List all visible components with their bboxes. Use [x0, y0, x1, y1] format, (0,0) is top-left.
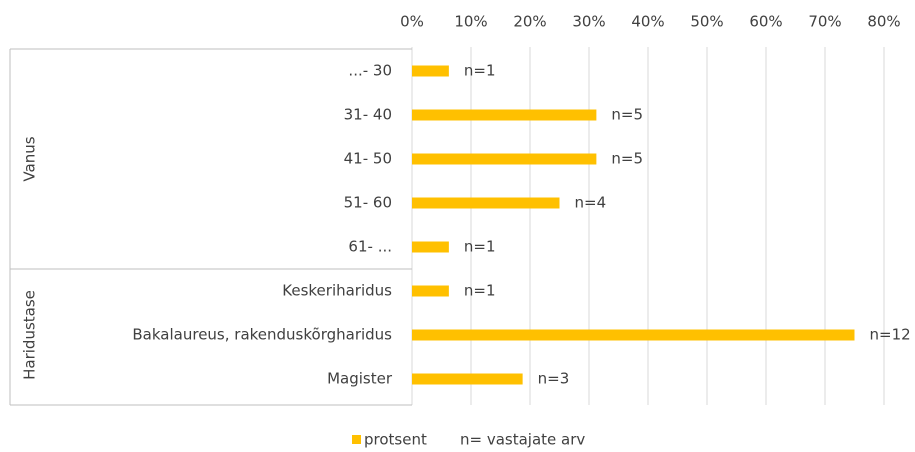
- bar: [412, 197, 560, 209]
- bar-annotation: n=1: [464, 62, 496, 80]
- x-tick-label: 70%: [808, 13, 841, 31]
- y-tick-label: Keskeriharidus: [282, 282, 392, 300]
- x-tick-label: 10%: [454, 13, 487, 31]
- group-label: Haridustase: [21, 290, 39, 380]
- legend-swatch: [352, 435, 361, 444]
- x-tick-label: 0%: [400, 13, 424, 31]
- y-tick-label: 61- ...: [348, 238, 392, 256]
- bar: [412, 329, 855, 341]
- bar: [412, 373, 523, 385]
- group-label: Vanus: [21, 136, 39, 181]
- x-tick-label: 30%: [572, 13, 605, 31]
- y-tick-label: ...- 30: [348, 62, 392, 80]
- legend-note: n= vastajate arv: [460, 431, 585, 449]
- bar-annotation: n=12: [870, 326, 911, 344]
- bar: [412, 65, 449, 77]
- bar-annotation: n=4: [575, 194, 607, 212]
- x-tick-label: 80%: [867, 13, 900, 31]
- y-tick-label: 51- 60: [344, 194, 392, 212]
- x-tick-label: 50%: [690, 13, 723, 31]
- x-tick-label: 40%: [631, 13, 664, 31]
- bar-annotation: n=1: [464, 282, 496, 300]
- bar-annotation: n=3: [538, 370, 570, 388]
- bar-annotation: n=5: [611, 150, 643, 168]
- x-tick-label: 60%: [749, 13, 782, 31]
- y-tick-label: 41- 50: [344, 150, 392, 168]
- x-tick-label: 20%: [513, 13, 546, 31]
- y-tick-label: Bakalaureus, rakenduskõrgharidus: [132, 326, 392, 344]
- y-tick-label: Magister: [327, 370, 393, 388]
- bar: [412, 109, 597, 121]
- bar: [412, 153, 597, 165]
- bar: [412, 241, 449, 253]
- y-tick-label: 31- 40: [344, 106, 392, 124]
- bar-annotation: n=1: [464, 238, 496, 256]
- bar: [412, 285, 449, 297]
- bar-annotation: n=5: [611, 106, 643, 124]
- legend-label: protsent: [364, 431, 427, 449]
